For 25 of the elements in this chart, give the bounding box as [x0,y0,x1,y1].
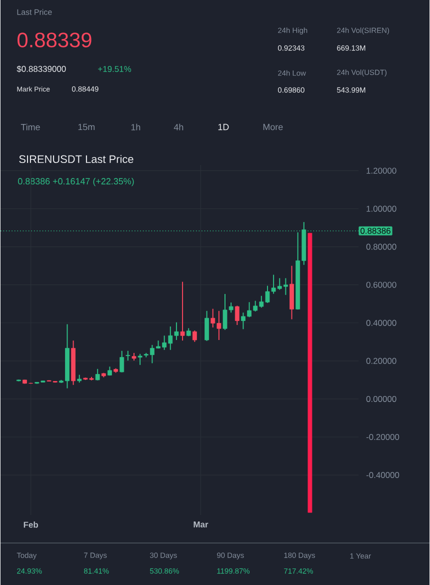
text: 1D [218,124,229,130]
y-tick-label: 1.20000 [366,168,396,174]
chart-title: SIRENUSDT Last Price [19,154,134,164]
text: +19.51% [98,66,132,72]
candlestick [95,368,100,381]
y-tick-label: 0.20000 [366,358,396,364]
y-tick-label: -0.40000 [366,472,400,478]
y-tick-label: 0.60000 [366,282,396,288]
y-tick-label: -0.20000 [366,434,400,440]
y-tick-label: 0.40000 [366,320,396,326]
text: 4h [174,124,184,130]
text: Time [20,124,40,130]
text: 1h [131,124,140,130]
y-tick-label: 0.00000 [366,396,396,402]
text: 15m [78,124,95,130]
y-tick-label: 1.00000 [366,206,396,212]
ref-line-label: 0.88386 [360,228,390,234]
text: 0.88386 +0.16147 (+22.35%) [18,178,134,186]
x-tick-label: Mar [194,522,208,528]
text: 0.88339 [18,32,92,48]
y-tick-label: 0.80000 [366,244,396,250]
text: $0.88339000 [16,66,66,72]
x-tick-label: Feb [24,522,38,528]
candlestick [234,305,240,326]
text: More [263,124,283,130]
